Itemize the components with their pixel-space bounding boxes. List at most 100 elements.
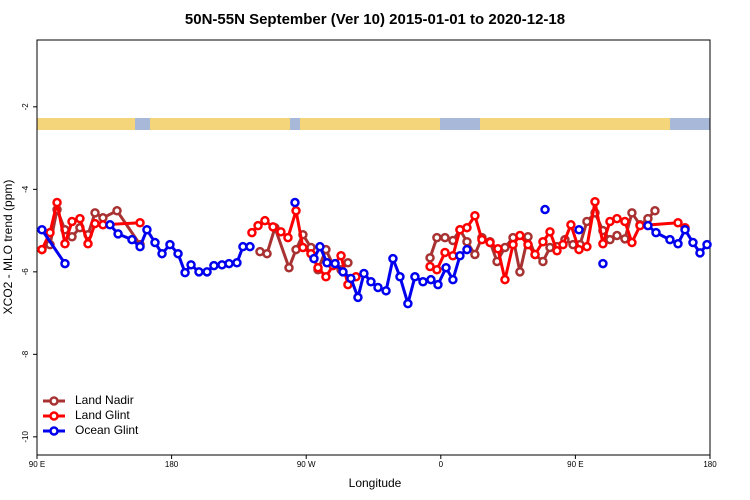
data-point <box>173 248 183 259</box>
data-point <box>574 244 584 255</box>
data-point <box>135 241 145 252</box>
data-point <box>612 213 622 224</box>
data-point <box>605 234 615 245</box>
data-point <box>462 236 472 247</box>
data-point <box>523 232 533 242</box>
data-point <box>558 239 568 250</box>
data-point <box>462 244 472 255</box>
data-point <box>224 258 234 269</box>
data-point <box>37 244 47 255</box>
data-point <box>702 239 712 250</box>
y-tick-label: -4 <box>21 185 30 193</box>
data-point <box>598 258 608 269</box>
data-point <box>336 251 346 261</box>
data-point <box>515 267 525 277</box>
data-point <box>381 286 391 296</box>
data-point <box>540 204 550 215</box>
data-point <box>388 253 398 264</box>
data-point <box>574 225 584 235</box>
data-point <box>651 227 661 238</box>
data-point <box>232 258 242 268</box>
data-point <box>582 216 592 227</box>
data-point <box>45 227 55 238</box>
data-point <box>113 229 123 239</box>
data-point <box>620 234 630 244</box>
data-point <box>523 239 533 250</box>
x-tick-label: 90 W <box>297 460 316 469</box>
data-point <box>530 249 540 260</box>
data-point <box>432 265 442 275</box>
data-point <box>315 241 325 252</box>
data-point <box>545 227 555 237</box>
legend-label: Land Nadir <box>75 393 134 407</box>
y-axis-label: XCO2 - MLO trend (ppm) <box>1 180 15 315</box>
data-point <box>90 208 100 218</box>
land-band <box>37 118 135 130</box>
chart-title: 50N-55N September (Ver 10) 2015-01-01 to… <box>185 11 565 28</box>
data-point <box>650 206 660 216</box>
data-point <box>462 222 472 233</box>
data-point <box>410 272 420 282</box>
data-point <box>202 267 212 277</box>
data-point <box>470 210 480 221</box>
series <box>37 196 690 290</box>
data-point <box>441 262 451 273</box>
x-tick-label: 90 E <box>567 460 583 469</box>
data-point <box>253 220 263 231</box>
data-point <box>552 246 562 256</box>
series <box>37 197 712 309</box>
data-point <box>515 230 525 241</box>
data-point <box>180 267 190 278</box>
data-point <box>343 258 353 268</box>
data-point <box>290 197 300 208</box>
data-point <box>245 241 255 252</box>
y-tick-label: -6 <box>21 268 30 276</box>
data-point <box>432 232 442 243</box>
data-point <box>127 234 137 245</box>
data-point <box>135 217 145 228</box>
data-point <box>582 241 592 252</box>
data-point <box>598 239 608 249</box>
data-point <box>67 216 77 227</box>
data-point <box>157 248 167 259</box>
data-point <box>330 258 340 269</box>
data-point <box>75 213 85 224</box>
data-point <box>508 239 518 250</box>
data-point <box>309 253 319 264</box>
data-point <box>425 253 435 263</box>
data-point <box>83 239 93 249</box>
data-point <box>538 236 548 247</box>
data-point <box>346 273 356 284</box>
data-point <box>418 276 428 287</box>
legend-marker <box>49 411 59 421</box>
data-point <box>60 239 70 249</box>
data-point <box>284 262 294 273</box>
data-point <box>493 243 503 254</box>
data-point <box>680 225 690 235</box>
data-point <box>322 258 332 268</box>
data-point <box>366 276 376 287</box>
data-point <box>142 225 152 235</box>
land-band <box>300 118 440 130</box>
data-point <box>620 216 630 227</box>
data-point <box>643 220 653 231</box>
data-point <box>566 220 576 230</box>
data-point <box>455 251 465 261</box>
legend-marker <box>49 426 59 436</box>
data-point <box>209 260 219 271</box>
land-ocean-strip <box>37 118 710 130</box>
data-point <box>112 206 122 216</box>
x-tick-label: 0 <box>439 460 444 469</box>
data-point <box>194 267 204 277</box>
data-point <box>470 249 480 260</box>
data-point <box>165 239 175 250</box>
data-point <box>268 222 278 232</box>
data-point <box>338 267 348 277</box>
data-point <box>283 232 293 243</box>
data-point <box>665 234 675 245</box>
legend-label: Land Glint <box>75 408 130 422</box>
y-tick-label: -10 <box>21 431 30 443</box>
data-point <box>688 237 698 248</box>
data-point <box>448 274 458 285</box>
